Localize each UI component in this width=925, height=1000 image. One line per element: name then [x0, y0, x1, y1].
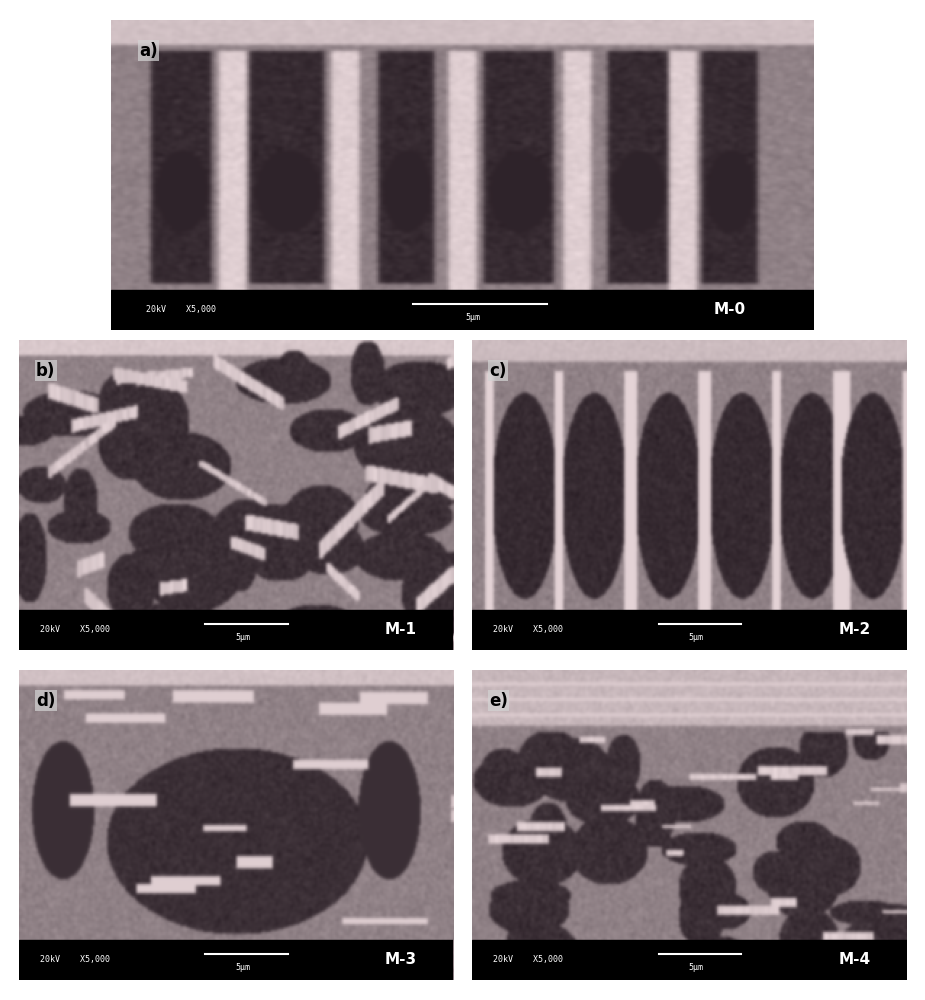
Text: 5μm: 5μm — [465, 313, 481, 322]
Text: 5μm: 5μm — [688, 963, 703, 972]
Bar — [18, 610, 453, 650]
Bar — [472, 940, 906, 980]
Text: 20kV    X5,000: 20kV X5,000 — [41, 955, 110, 964]
Text: b): b) — [36, 362, 56, 380]
Text: M-2: M-2 — [838, 622, 870, 637]
Text: c): c) — [489, 362, 507, 380]
Text: M-3: M-3 — [385, 952, 417, 967]
Text: d): d) — [36, 692, 56, 710]
Text: 20kV    X5,000: 20kV X5,000 — [41, 625, 110, 634]
Text: e): e) — [489, 692, 508, 710]
Text: 5μm: 5μm — [235, 633, 250, 642]
Text: M-4: M-4 — [838, 952, 870, 967]
Text: 5μm: 5μm — [688, 633, 703, 642]
Text: M-1: M-1 — [385, 622, 417, 637]
Bar — [111, 290, 814, 330]
Text: 5μm: 5μm — [235, 963, 250, 972]
Text: 20kV    X5,000: 20kV X5,000 — [146, 305, 216, 314]
Text: 20kV    X5,000: 20kV X5,000 — [494, 625, 563, 634]
Bar — [18, 940, 453, 980]
Text: a): a) — [139, 42, 158, 60]
Bar — [472, 610, 906, 650]
Text: M-0: M-0 — [713, 302, 746, 317]
Text: 20kV    X5,000: 20kV X5,000 — [494, 955, 563, 964]
